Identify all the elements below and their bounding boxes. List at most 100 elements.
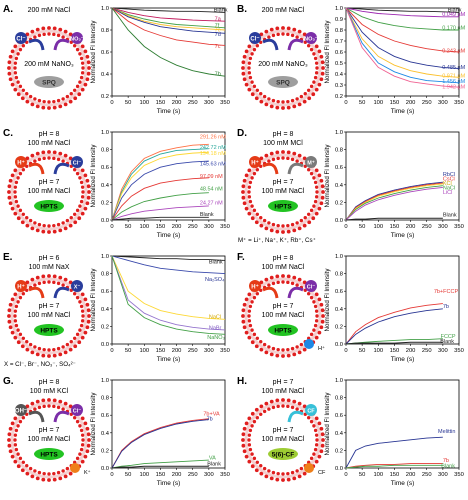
lipid-bead xyxy=(41,274,46,279)
inside-condition: 100 mM NaCl xyxy=(262,436,305,443)
lipid-bead xyxy=(286,229,291,234)
lipid-bead xyxy=(247,211,252,216)
x-tick-label: 100 xyxy=(373,100,383,106)
lipid-bead xyxy=(259,463,263,468)
lipid-bead xyxy=(10,49,15,54)
lipid-bead xyxy=(80,292,85,297)
lipid-bead xyxy=(241,432,246,437)
plot-frame xyxy=(111,379,226,469)
lipid-bead xyxy=(28,218,33,223)
lipid-bead xyxy=(314,61,319,65)
lipid-bead xyxy=(255,88,260,92)
inside-condition: 200 mM NaNO₃ xyxy=(24,61,74,68)
lipid-bead xyxy=(314,292,319,297)
lipid-bead xyxy=(72,212,77,216)
lipid-bead xyxy=(319,77,324,82)
y-tick-label: 0.8 xyxy=(335,28,343,34)
x-tick-label: 200 xyxy=(172,472,182,478)
lipid-bead xyxy=(295,469,299,473)
lipid-bead xyxy=(37,346,42,351)
lipid-bead xyxy=(319,449,324,454)
ion-arrow xyxy=(262,38,279,51)
dye-oval xyxy=(268,200,298,212)
series-label: 7f xyxy=(215,23,220,29)
lipid-bead xyxy=(241,319,246,324)
x-axis-label: Time (s) xyxy=(157,356,181,363)
ion-badge xyxy=(71,32,83,44)
lipid-bead xyxy=(252,84,257,89)
lipid-bead xyxy=(30,474,35,479)
series-line-blank xyxy=(111,465,209,469)
lipid-bead xyxy=(21,292,26,296)
ion-arrow xyxy=(287,410,304,423)
series-label: 7b+FCCP xyxy=(434,289,459,295)
lipid-bead xyxy=(16,204,20,208)
lipid-bead xyxy=(16,452,20,456)
lipid-bead xyxy=(63,102,68,107)
lipid-bead xyxy=(86,432,91,437)
lipid-bead xyxy=(80,416,85,421)
lipid-bead xyxy=(320,432,325,437)
ion-badge xyxy=(305,32,317,44)
lipid-bead xyxy=(247,319,252,323)
lipid-bead xyxy=(312,204,316,208)
series-label: Blank xyxy=(209,259,223,265)
lipid-bead xyxy=(314,459,319,464)
lipid-bead xyxy=(80,211,85,216)
lipid-bead xyxy=(295,407,299,411)
lipid-bead xyxy=(244,330,249,335)
lipid-bead xyxy=(25,32,30,37)
chart: 0 50 100 150 200 250 300 350 0.2 0.4 0.6 0.8 1.0 Time… xyxy=(90,6,230,115)
lipid-bead xyxy=(28,94,33,99)
y-axis-label: Normalized Fl Intensity xyxy=(90,268,97,332)
series-line-7b xyxy=(111,7,226,77)
lipid-bead xyxy=(14,75,19,80)
series-label: 1.456 µM xyxy=(442,79,465,85)
inside-condition: 200 mM NaNO₃ xyxy=(258,61,308,68)
lipid-bead xyxy=(299,466,304,471)
lipid-bead xyxy=(303,91,307,96)
x-tick-label: 350 xyxy=(220,472,230,478)
x-tick-label: 50 xyxy=(125,472,131,478)
lipid-bead xyxy=(255,44,260,48)
lipid-bead xyxy=(10,454,15,459)
lipid-bead xyxy=(290,281,295,286)
lipid-bead xyxy=(312,176,316,180)
lipid-bead xyxy=(81,314,85,318)
lipid-bead xyxy=(68,156,73,161)
lipid-bead xyxy=(7,60,12,65)
lipid-bead xyxy=(314,185,319,189)
lipid-bead xyxy=(281,26,285,30)
x-tick-label: 250 xyxy=(188,100,198,106)
lipid-bead xyxy=(267,221,271,225)
lipid-bead xyxy=(306,168,311,172)
lipid-bead xyxy=(269,275,274,280)
lipid-bead xyxy=(30,350,35,355)
x-tick-label: 300 xyxy=(204,472,214,478)
lipid-bead xyxy=(315,438,319,442)
lipid-bead xyxy=(269,399,274,404)
lipid-bead xyxy=(242,302,247,307)
lipid-bead xyxy=(244,421,249,426)
lipid-bead xyxy=(311,92,316,97)
series-line-97-09-nm xyxy=(111,177,209,221)
y-tick-label: 0.2 xyxy=(335,448,343,454)
lipid-bead xyxy=(8,54,13,59)
x-tick-label: 200 xyxy=(172,100,182,106)
lipid-bead xyxy=(248,75,253,80)
lipid-bead xyxy=(16,340,21,345)
dye-label: HPTS xyxy=(40,204,58,211)
lipid-bead xyxy=(250,340,255,345)
lipid-bead xyxy=(42,99,46,104)
lipid-bead xyxy=(83,206,88,211)
lipid-bead xyxy=(16,80,20,84)
lipid-bead xyxy=(317,421,322,426)
lipid-bead xyxy=(42,156,46,161)
lipid-bead xyxy=(42,471,46,476)
outside-condition: 200 mM NaCl xyxy=(28,7,71,14)
lipid-bead xyxy=(83,173,88,178)
lipid-bead xyxy=(309,171,314,176)
lipid-bead xyxy=(13,292,18,297)
x-tick-label: 50 xyxy=(125,224,131,230)
lipid-bead xyxy=(61,345,65,349)
